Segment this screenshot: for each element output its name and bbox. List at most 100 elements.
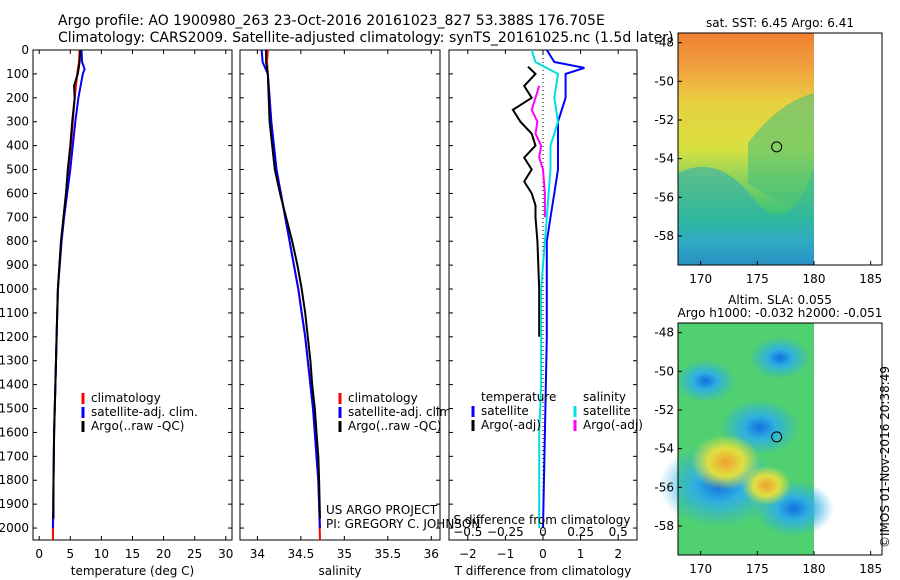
sla_map-float-marker	[771, 431, 783, 443]
diff-series-1	[511, 65, 541, 337]
temp-ytick-label: 1600	[0, 425, 29, 439]
temp-xlabel: temperature (deg C)	[71, 564, 194, 578]
sal-series-1	[260, 49, 321, 529]
sla_map-xtick-label: 185	[859, 562, 882, 576]
sst_map-xtick-label: 170	[689, 272, 712, 286]
diff-xtick-label: 1	[577, 547, 585, 561]
sla_map-title-0: Altim. SLA: 0.055	[728, 293, 832, 307]
sal-xtick-label: 35.5	[374, 547, 401, 561]
sla_map-xtick-label: 170	[689, 562, 712, 576]
sal-xtick-label: 34	[250, 547, 265, 561]
sst_map-float-marker	[771, 141, 783, 153]
diff-legend-sal-title: salinity	[583, 390, 626, 404]
sst_map-xtick-label: 180	[803, 272, 826, 286]
sla_map-ytick-label: -56	[654, 480, 674, 494]
header-line-2: Climatology: CARS2009. Satellite-adjuste…	[58, 30, 673, 46]
sal-xtick-label: 34.5	[288, 547, 315, 561]
sst_map-xtick-label: 175	[746, 272, 769, 286]
temp-ytick-label: 1900	[0, 497, 29, 511]
temp-ytick-label: 1100	[0, 306, 29, 320]
diff-top-tick-label: −0.25	[487, 525, 524, 539]
sst_map-ytick-label: -56	[654, 190, 674, 204]
temp-xtick-label: 0	[35, 547, 43, 561]
sst_map-title-0: sat. SST: 6.45 Argo: 6.41	[706, 16, 854, 30]
sst-map-panel: sat. SST: 6.45 Argo: 6.41 170 175 180 185 -48…	[654, 16, 883, 286]
temp-ytick-label: 100	[6, 67, 29, 81]
temp-ytick-label: 500	[6, 163, 29, 177]
temp-xtick-label: 25	[187, 547, 202, 561]
sst_map-ytick-label: -48	[654, 36, 674, 50]
sal-xtick-label: 35	[337, 547, 352, 561]
sla_map-ytick-label: -52	[654, 403, 674, 417]
temp-ytick-label: 1300	[0, 354, 29, 368]
temp-axes-box	[32, 49, 233, 541]
sal-xlabel: salinity	[318, 564, 361, 578]
temp-ytick-label: 2000	[0, 521, 29, 535]
diff-xtick-label: −1	[497, 547, 515, 561]
temp-ytick-label: 700	[6, 210, 29, 224]
sla_map-ytick-label: -58	[654, 519, 674, 533]
sla_map-high-anomaly	[690, 434, 761, 491]
sla_map-xtick-label: 180	[803, 562, 826, 576]
sla_map-ytick-label: -54	[654, 442, 674, 456]
sst_map-axes-box	[677, 32, 883, 266]
temp-ytick-label: 900	[6, 258, 29, 272]
diff-top-tick-label: −0.5	[453, 525, 482, 539]
temp-ytick-label: 1200	[0, 330, 29, 344]
temp-legend-label: climatology	[91, 391, 161, 405]
header-line-1: Argo profile: AO 1900980_263 23-Oct-2016…	[58, 13, 605, 29]
diff-top-tick-label: 0.25	[567, 525, 594, 539]
temp-ytick-label: 800	[6, 234, 29, 248]
diff-legend-sal-label: Argo(-adj)	[583, 418, 643, 432]
diff-series-2	[530, 49, 560, 528]
temp-ytick-label: 1400	[0, 378, 29, 392]
temp-ytick-label: 300	[6, 115, 29, 129]
temperature-panel: 0 5 10 15 20 25 30 temperature (deg C) 0 100 200 30…	[0, 43, 233, 578]
sal-legend-label: climatology	[348, 391, 418, 405]
credit-line-2: PI: GREGORY C. JOHNSON	[326, 517, 480, 531]
sla_map-low-anomaly	[675, 360, 736, 402]
sla_map-xtick-label: 175	[746, 562, 769, 576]
difference-panel: −2 −1 0 1 2 T difference from climatology −0.5…	[448, 49, 643, 578]
temp-xtick-label: 5	[66, 547, 74, 561]
diff-legend-temp-label: Argo(-adj)	[481, 418, 541, 432]
sst_map-cold-front	[678, 166, 814, 265]
copyright-stamp: ©IMOS 01-Nov-2016 20:38:49	[878, 366, 892, 548]
sal-legend-label: Argo(..raw -QC)	[348, 419, 441, 433]
sal-series-2	[265, 50, 321, 519]
sla_map-low-anomaly	[750, 336, 810, 379]
salinity-panel: 34 34.5 35 35.5 36 salinity climatologysatelli…	[239, 49, 455, 578]
diff-legend-sal-label: satellite	[583, 404, 631, 418]
sla_map-ytick-label: -50	[654, 364, 674, 378]
temp-ytick-label: 600	[6, 186, 29, 200]
sal-xtick-label: 36	[424, 547, 439, 561]
temp-series-2	[52, 49, 82, 519]
diff-top-tick-label: 0.5	[609, 525, 628, 539]
diff-series-3	[530, 85, 546, 218]
diff-xtick-label: 0	[539, 547, 547, 561]
temp-ytick-label: 400	[6, 139, 29, 153]
temp-ytick-label: 200	[6, 91, 29, 105]
temp-xtick-label: 15	[125, 547, 140, 561]
diff-top-xlabel: S difference from climatology	[454, 513, 631, 527]
sst_map-ytick-label: -50	[654, 74, 674, 88]
temp-ytick-label: 1500	[0, 402, 29, 416]
diff-xtick-label: 2	[614, 547, 622, 561]
temp-ytick-label: 1000	[0, 282, 29, 296]
sst_map-ytick-label: -54	[654, 152, 674, 166]
temp-legend-label: Argo(..raw -QC)	[91, 419, 184, 433]
sla_map-high-anomaly	[741, 465, 792, 506]
sst_map-ytick-label: -58	[654, 229, 674, 243]
temp-xtick-label: 20	[156, 547, 171, 561]
temp-ytick-label: 1700	[0, 449, 29, 463]
sla_map-ytick-label: -48	[654, 326, 674, 340]
temp-legend-label: satellite-adj. clim.	[91, 405, 198, 419]
diff-top-tick-label: 0	[539, 525, 547, 539]
temp-xtick-label: 30	[218, 547, 233, 561]
sst_map-xtick-label: 185	[859, 272, 882, 286]
sst_map-ytick-label: -52	[654, 113, 674, 127]
temp-ytick-label: 0	[21, 43, 29, 57]
diff-legend-temp-title: temperature	[481, 390, 556, 404]
diff-xlabel: T difference from climatology	[454, 564, 632, 578]
